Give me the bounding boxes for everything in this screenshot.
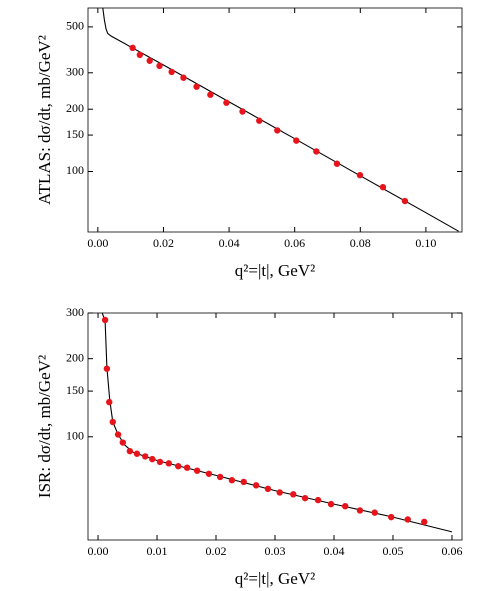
data-point [101, 316, 109, 324]
fit-line [101, 312, 453, 533]
y-axis-label: ISR: dσ/dt, mb/GeV² [35, 355, 54, 498]
data-point [341, 502, 349, 510]
data-point [404, 516, 411, 523]
data-point [276, 489, 283, 496]
data-point [109, 418, 116, 426]
data-point [142, 453, 149, 460]
data-point [207, 91, 214, 98]
data-point [290, 491, 297, 498]
data-point [216, 473, 224, 481]
y-tick-label: 200 [66, 101, 84, 115]
data-point [401, 197, 409, 205]
x-tick-label: 0.02 [206, 544, 227, 558]
data-point [240, 478, 247, 486]
data-point [223, 99, 230, 106]
data-point [293, 137, 300, 144]
y-tick-label: 300 [66, 65, 84, 79]
data-point [133, 450, 141, 457]
data-point [421, 518, 428, 526]
x-tick-label: 0.02 [153, 236, 174, 250]
x-tick-label: 0.03 [265, 544, 286, 558]
data-point [371, 509, 378, 516]
y-tick-label: 500 [66, 19, 84, 33]
data-point [301, 494, 309, 502]
data-point [256, 117, 263, 124]
data-point [114, 431, 122, 438]
data-point [156, 458, 164, 466]
y-tick-label: 300 [66, 305, 84, 319]
data-point [175, 463, 182, 470]
data-point [274, 127, 281, 134]
data-point [193, 83, 200, 90]
data-point [103, 365, 111, 372]
data-point [106, 398, 113, 406]
data-point [264, 485, 272, 493]
data-point [205, 470, 213, 477]
data-point [356, 171, 364, 179]
plot-frame [87, 7, 463, 233]
data-point [314, 496, 322, 504]
data-point [168, 68, 175, 76]
data-point [183, 464, 191, 471]
data-point [327, 500, 335, 508]
data-point [313, 148, 320, 155]
x-tick-label: 0.06 [441, 544, 462, 558]
data-point [156, 62, 163, 70]
data-point [165, 460, 173, 467]
data-point [146, 57, 153, 64]
x-tick-label: 0.06 [284, 236, 305, 250]
data-point [149, 455, 156, 463]
x-tick-label: 0.01 [147, 544, 168, 558]
data-point [228, 477, 236, 484]
data-point [129, 44, 136, 52]
data-point [193, 467, 201, 474]
x-tick-label: 0.04 [219, 236, 240, 250]
y-tick-label: 150 [66, 383, 84, 397]
data-point [388, 513, 395, 521]
data-point [356, 507, 364, 514]
y-tick-label: 150 [66, 127, 84, 141]
y-tick-label: 100 [66, 429, 84, 443]
x-tick-label: 0.05 [382, 544, 403, 558]
x-axis-label: q²=|t|, GeV² [235, 569, 315, 588]
x-tick-label: 0.10 [415, 236, 436, 250]
data-point [252, 482, 260, 489]
plot-frame [87, 312, 463, 541]
y-axis-label: ATLAS: dσ/dt, mb/GeV² [35, 35, 54, 205]
data-point [239, 108, 246, 115]
y-tick-label: 100 [66, 163, 84, 177]
x-axis-label: q²=|t|, GeV² [235, 261, 315, 280]
data-point [136, 51, 144, 59]
x-tick-label: 0.08 [350, 236, 371, 250]
x-tick-label: 0.00 [88, 544, 109, 558]
data-point [119, 439, 127, 446]
x-tick-label: 0.00 [87, 236, 108, 250]
data-point [126, 447, 134, 455]
data-point [379, 183, 387, 191]
fit-line [102, 7, 459, 232]
data-point [180, 74, 187, 81]
data-point [333, 160, 341, 167]
y-tick-label: 200 [66, 350, 84, 364]
x-tick-label: 0.04 [323, 544, 344, 558]
